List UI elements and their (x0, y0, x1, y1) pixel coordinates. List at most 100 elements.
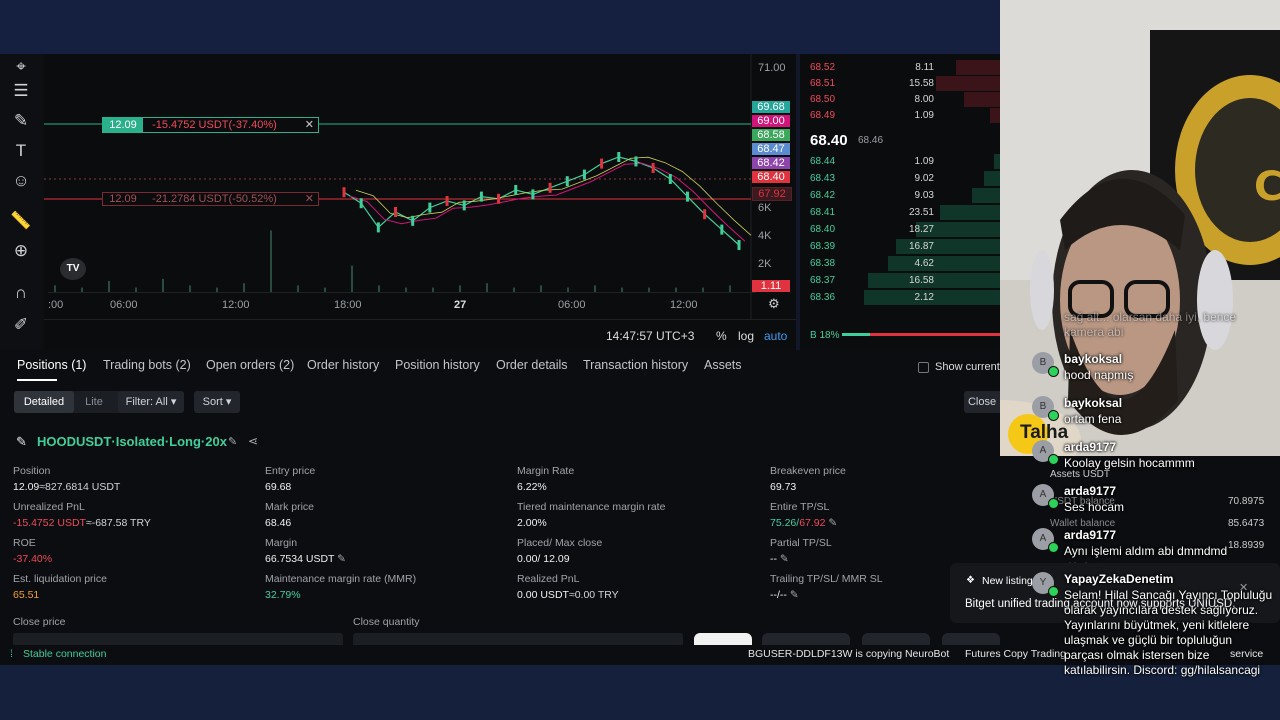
edit-icon[interactable]: ✎ (228, 436, 238, 448)
tab-trading-bots[interactable]: Trading bots (2) (103, 358, 191, 372)
close-sl-line-icon[interactable]: ✕ (304, 193, 314, 205)
futures-copy-trading-link[interactable]: Futures Copy Trading (965, 648, 1066, 660)
ruler-tool-icon[interactable]: 📏 (10, 211, 32, 230)
field-value-main: -37.40% (13, 553, 53, 565)
close-flash-button[interactable] (694, 633, 752, 645)
bid-row[interactable]: 68.39 16.87 (800, 239, 1000, 255)
x-tick-2: 12:00 (222, 299, 250, 311)
tab-order-details[interactable]: Order details (496, 358, 568, 372)
close-quantity-input[interactable] (353, 633, 683, 645)
volume-6k-label: 6K (758, 202, 772, 214)
edit-icon[interactable]: ✎ (825, 517, 838, 529)
tab-position-history[interactable]: Position history (395, 358, 480, 372)
ask-row[interactable]: 68.51 15.58 (800, 76, 1000, 92)
field-label: Entry price (265, 465, 316, 477)
volume-bar-17 (513, 287, 515, 292)
ask-row[interactable]: 68.52 8.11 (800, 60, 1000, 76)
reverse-button[interactable] (862, 633, 930, 645)
bid-qty: 4.62 (914, 258, 934, 269)
price-chart[interactable]: 71.00 6K 4K 2K 69.68 69.00 68.58 68.47 68.42… (44, 54, 796, 350)
tab-positions[interactable]: Positions (1) (17, 358, 87, 372)
edit-icon[interactable]: ✎ (334, 553, 346, 565)
x-tick-6: 12:00 (670, 299, 698, 311)
bid-row[interactable]: 68.36 2.12 (800, 290, 1000, 306)
percent-scale-toggle[interactable]: % (716, 329, 727, 343)
lock-drawing-tool-icon[interactable]: ✐ (13, 315, 29, 334)
zoom-tool-icon[interactable]: ⊕ (13, 241, 29, 260)
copy-trading-ticker[interactable]: BGUSER-DDLDF13W is copying NeuroBot (748, 648, 950, 660)
share-icon[interactable]: ⋖ (248, 434, 259, 448)
bottom-price-tag: 1.11 (752, 280, 790, 292)
field-value: 68.46 (265, 517, 291, 529)
ask-row[interactable]: 68.50 8.00 (800, 92, 1000, 108)
volume-bar-25 (729, 285, 731, 292)
y-axis-top-label: 71.00 (758, 62, 786, 74)
bid-row[interactable]: 68.37 16.58 (800, 273, 1000, 289)
detailed-view-button[interactable]: Detailed (14, 391, 74, 413)
chart-settings-gear-icon[interactable]: ⚙ (768, 296, 780, 311)
lines-tool-icon[interactable]: ☰ (13, 81, 29, 100)
close-all-button[interactable]: Close (964, 391, 1000, 413)
close-limit-button[interactable] (762, 633, 850, 645)
position-line-label-2[interactable]: 12.09 -21.2784 USDT(-50.52%) ✕ (102, 192, 319, 206)
lite-view-button[interactable]: Lite (85, 396, 103, 408)
position-line-pnl-2: -21.2784 USDT(-50.52%) (152, 193, 277, 205)
more-button[interactable] (942, 633, 1000, 645)
bid-row[interactable]: 68.41 23.51 (800, 205, 1000, 221)
candle-18 (651, 163, 655, 173)
volume-bar-0 (54, 285, 56, 292)
service-link[interactable]: service (1230, 648, 1264, 660)
bid-row[interactable]: 68.40 18.27 (800, 222, 1000, 238)
position-symbol[interactable]: HOODUSDT·Isolated·Long·20x (37, 434, 227, 449)
bid-qty: 2.12 (914, 292, 934, 303)
close-icon[interactable]: ✕ (1239, 582, 1249, 594)
candle-0 (342, 187, 346, 198)
volume-bar-5 (189, 285, 191, 292)
sort-dropdown[interactable]: Sort ▾ (194, 391, 240, 413)
field-value-main: 75.26/ (770, 517, 800, 529)
auto-scale-toggle[interactable]: auto (764, 329, 788, 343)
ma-line-1 (349, 162, 746, 242)
order-book: 68.52 8.11 68.51 15.58 68.50 8.00 68.49 1.09 68… (800, 54, 1000, 350)
chevron-down-icon: ▾ (225, 396, 232, 408)
filter-dropdown[interactable]: Filter: All ▾ (118, 391, 184, 413)
close-quantity-label: Close quantity (353, 616, 420, 628)
bid-qty: 9.03 (914, 190, 934, 201)
field-value-extra: ≈-687.58 TRY (85, 517, 151, 529)
close-price-input[interactable] (13, 633, 343, 645)
volume-bar-8 (270, 230, 272, 292)
bid-price: 68.38 (810, 258, 836, 269)
edit-icon[interactable]: ✎ (786, 589, 799, 601)
bid-depth-bar (994, 154, 1000, 169)
chat-username: arda9177 (1064, 484, 1117, 498)
tab-transaction-history[interactable]: Transaction history (583, 358, 689, 372)
tab-assets[interactable]: Assets (704, 358, 742, 372)
ask-depth-bar (990, 108, 1000, 123)
price-tag-0: 69.68 (752, 101, 790, 113)
log-scale-toggle[interactable]: log (738, 329, 755, 343)
chat-username: baykoksal (1064, 396, 1123, 410)
ask-row[interactable]: 68.49 1.09 (800, 108, 1000, 124)
field-value: -37.40% (13, 553, 52, 565)
position-line-label-1[interactable]: 12.09 -15.4752 USDT(-37.40%) ✕ (102, 117, 319, 133)
brush-tool-icon[interactable]: ✎ (13, 111, 29, 130)
crosshair-tool-icon[interactable]: ⌖ (16, 57, 26, 76)
price-tag-4: 68.42 (752, 157, 790, 169)
close-position-line-icon[interactable]: ✕ (304, 119, 314, 131)
tab-order-history[interactable]: Order history (307, 358, 380, 372)
edit-icon[interactable]: ✎ (777, 553, 789, 565)
bid-row[interactable]: 68.43 9.02 (800, 171, 1000, 187)
bid-row[interactable]: 68.38 4.62 (800, 256, 1000, 272)
text-tool-icon[interactable]: T (15, 141, 27, 160)
bid-row[interactable]: 68.42 9.03 (800, 188, 1000, 204)
bid-row[interactable]: 68.44 1.09 (800, 154, 1000, 170)
field-value: 12.09≈827.6814 USDT (13, 481, 120, 493)
chat-text: hood napmış (1064, 368, 1134, 382)
candle-9 (497, 193, 501, 204)
magnet-tool-icon[interactable]: ∩ (14, 283, 28, 302)
show-current-checkbox[interactable] (918, 362, 929, 373)
notification-toast[interactable]: ❖ New listings Bitget unified trading ac… (950, 563, 1280, 623)
chat-text: ortam fena (1064, 412, 1122, 426)
tab-open-orders[interactable]: Open orders (2) (206, 358, 295, 372)
emoji-tool-icon[interactable]: ☺ (12, 171, 30, 190)
